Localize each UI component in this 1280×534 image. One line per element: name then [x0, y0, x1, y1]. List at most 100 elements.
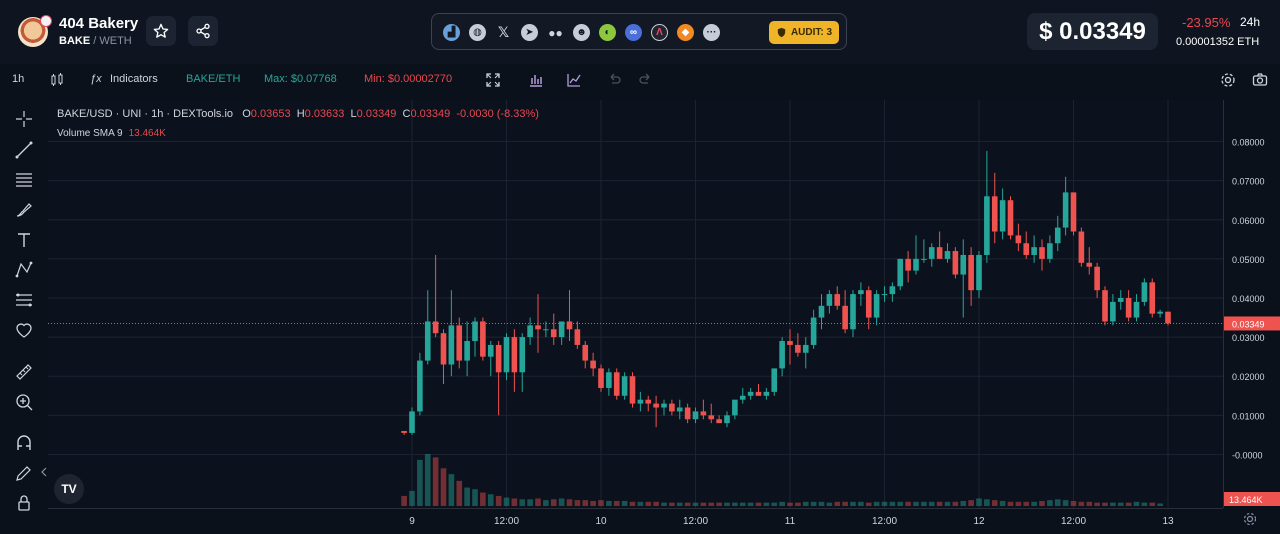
- volume-bar: [755, 502, 762, 506]
- candle-body: [952, 251, 959, 275]
- interval-selector[interactable]: 1h: [12, 73, 25, 85]
- x-icon[interactable]: 𝕏: [497, 24, 510, 40]
- pattern-tool-icon[interactable]: [14, 260, 34, 280]
- x-tick-label: 12:00: [1061, 516, 1086, 527]
- volume-bar: [535, 498, 541, 506]
- candle-body: [550, 329, 557, 338]
- magnet-icon[interactable]: [14, 433, 34, 453]
- candle-body: [606, 372, 612, 388]
- volume-bar: [511, 498, 518, 506]
- share-button[interactable]: [188, 16, 218, 46]
- volume-bar: [1047, 500, 1053, 506]
- candle-body: [637, 399, 644, 404]
- telegram-icon[interactable]: ➤: [521, 24, 538, 41]
- metamask-icon[interactable]: ◆: [677, 24, 694, 41]
- candle-body: [401, 430, 407, 433]
- candle-body: [897, 258, 904, 287]
- candle-body: [1149, 282, 1156, 314]
- zoom-in-icon[interactable]: [14, 392, 34, 412]
- candle-body: [991, 196, 998, 232]
- candle-body: [1015, 235, 1022, 244]
- volume-bar: [952, 501, 959, 506]
- candle-type-icon[interactable]: [49, 72, 65, 88]
- candle-body: [1165, 311, 1171, 324]
- text-tool-icon[interactable]: [14, 230, 34, 250]
- candle-body: [527, 325, 533, 338]
- x-tick-label: 12: [973, 516, 985, 527]
- fullscreen-icon[interactable]: [485, 72, 501, 88]
- pencil-lock-icon[interactable]: [14, 463, 34, 483]
- x-tick-label: 12:00: [683, 516, 708, 527]
- volume-bar: [543, 500, 549, 506]
- social-links-bar: ▟ ◍ 𝕏 ➤ ●● ☻ ◐ ∞ Λ ◆ ··· AUDIT: 3: [431, 13, 847, 50]
- bar-chart-icon[interactable]: [528, 72, 544, 88]
- candle-body: [1141, 282, 1148, 302]
- volume-bar: [598, 500, 604, 506]
- candle-body: [448, 325, 455, 365]
- price-chart[interactable]: [48, 100, 1223, 508]
- volume-bar: [960, 500, 967, 506]
- pair-toggle-button[interactable]: BAKE/ETH: [186, 73, 241, 85]
- last-price-tag-label: 0.03349: [1232, 319, 1265, 329]
- price-axis-canvas: 0.08000 0.07000 0.06000 0.05000 0.04000 0.030…: [1224, 138, 1280, 506]
- candle-body: [921, 258, 927, 260]
- candle-body: [787, 341, 793, 345]
- audit-badge[interactable]: AUDIT: 3: [769, 21, 839, 44]
- dextools-icon[interactable]: Λ: [651, 24, 668, 41]
- redo-icon[interactable]: [638, 72, 654, 88]
- volume-bar: [440, 468, 447, 506]
- volume-bar: [417, 459, 423, 506]
- collapse-sidebar-icon[interactable]: [40, 466, 48, 478]
- volume-bar: [842, 501, 848, 506]
- heart-icon[interactable]: [14, 320, 34, 340]
- time-axis[interactable]: 9 12:00 10 12:00 11 12:00 12 12:00 13: [48, 508, 1223, 534]
- candle-body: [424, 321, 431, 361]
- undo-icon[interactable]: [606, 72, 622, 88]
- price-axis[interactable]: 0.08000 0.07000 0.06000 0.05000 0.04000 0.030…: [1223, 100, 1280, 508]
- reddit-icon[interactable]: ☻: [573, 24, 590, 41]
- coingecko-icon[interactable]: ◐: [599, 24, 616, 41]
- axis-settings-gear-icon[interactable]: [1242, 511, 1258, 527]
- chart-icon[interactable]: ▟: [443, 24, 460, 41]
- volume-bar: [480, 492, 486, 506]
- volume-bar: [834, 501, 841, 506]
- line-chart-icon[interactable]: [566, 72, 582, 88]
- candle-body: [747, 391, 754, 396]
- candle-body: [582, 344, 589, 361]
- lock-icon[interactable]: [14, 493, 34, 513]
- candle-body: [944, 251, 951, 259]
- candle-body: [1062, 192, 1069, 228]
- x-tick-label: 9: [409, 516, 415, 527]
- favorite-button[interactable]: [146, 16, 176, 46]
- chart-canvas[interactable]: [48, 100, 1223, 508]
- tradingview-logo[interactable]: TV: [54, 474, 84, 504]
- volume-bar: [1094, 502, 1100, 506]
- candle-body: [1133, 301, 1140, 318]
- globe-icon[interactable]: ◍: [469, 24, 486, 41]
- candle-body: [409, 411, 415, 433]
- volume-bar: [999, 500, 1006, 506]
- brush-icon[interactable]: [14, 200, 34, 220]
- horizontal-lines-icon[interactable]: [14, 170, 34, 190]
- trend-line-icon[interactable]: [14, 140, 34, 160]
- last-price-tag: [1224, 316, 1280, 331]
- candle-body: [802, 344, 809, 353]
- indicators-button[interactable]: Indicators: [110, 73, 158, 85]
- fib-tool-icon[interactable]: [14, 290, 34, 310]
- more-icon[interactable]: ···: [703, 24, 720, 41]
- crosshair-icon[interactable]: [14, 109, 34, 129]
- volume-bar: [503, 497, 510, 506]
- candle-body: [487, 344, 494, 357]
- token-header: 404 Bakery BAKE / WETH ▟ ◍ 𝕏 ➤ ●● ☻ ◐ ∞ …: [0, 0, 1280, 64]
- candle-body: [842, 305, 848, 330]
- settings-gear-icon[interactable]: [1220, 72, 1236, 88]
- volume-bar: [1149, 502, 1156, 506]
- candle-body: [417, 360, 423, 412]
- candle-body: [1047, 243, 1053, 259]
- volume-bar: [944, 501, 951, 506]
- volume-bar: [732, 502, 738, 506]
- camera-icon[interactable]: [1252, 72, 1268, 88]
- ruler-icon[interactable]: [14, 362, 34, 382]
- coinmarketcap-icon[interactable]: ∞: [625, 24, 642, 41]
- medium-icon[interactable]: ●●: [548, 25, 563, 40]
